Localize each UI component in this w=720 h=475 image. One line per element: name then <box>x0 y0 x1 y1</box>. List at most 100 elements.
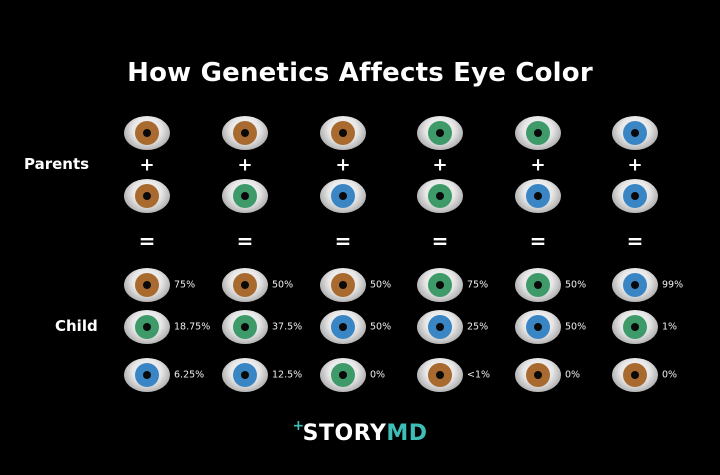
pupil <box>436 323 444 331</box>
parent-eye-blue <box>320 179 366 213</box>
pupil <box>143 129 151 137</box>
pupil <box>339 281 347 289</box>
green-iris <box>135 315 159 339</box>
blue-iris <box>135 363 159 387</box>
probability-label: 75% <box>174 279 196 291</box>
pupil <box>534 129 542 137</box>
child-eye-green <box>124 310 170 344</box>
pupil <box>143 281 151 289</box>
blue-iris <box>526 315 550 339</box>
parent-eye-green <box>417 179 463 213</box>
child-eye-green <box>515 268 561 302</box>
probability-label: <1% <box>467 369 491 381</box>
pupil <box>631 323 639 331</box>
brown-iris <box>135 121 159 145</box>
plus-sign: + <box>432 154 448 176</box>
pupil <box>241 281 249 289</box>
pupil <box>534 281 542 289</box>
pupil <box>631 192 639 200</box>
child-label: Child <box>55 317 98 335</box>
pupil <box>436 371 444 379</box>
parent-eye-blue <box>612 116 658 150</box>
equals-sign: = <box>236 229 254 253</box>
blue-iris <box>623 184 647 208</box>
parent-eye-brown <box>124 179 170 213</box>
brown-iris <box>526 363 550 387</box>
probability-label: 0% <box>370 369 386 381</box>
child-eye-green <box>417 268 463 302</box>
blue-iris <box>331 184 355 208</box>
brown-iris <box>233 121 257 145</box>
pupil <box>436 129 444 137</box>
pupil <box>143 323 151 331</box>
green-iris <box>331 363 355 387</box>
brown-iris <box>331 121 355 145</box>
probability-label: 50% <box>370 279 392 291</box>
child-eye-green <box>612 310 658 344</box>
probability-label: 50% <box>370 321 392 333</box>
pupil <box>241 129 249 137</box>
pupil <box>534 192 542 200</box>
parent-eye-green <box>515 116 561 150</box>
probability-label: 1% <box>662 321 678 333</box>
plus-sign: + <box>530 154 546 176</box>
probability-label: 18.75% <box>174 321 211 333</box>
blue-iris <box>623 121 647 145</box>
probability-label: 50% <box>272 279 294 291</box>
parent-eye-blue <box>612 179 658 213</box>
plus-sign: + <box>627 154 643 176</box>
child-eye-blue <box>515 310 561 344</box>
pupil <box>339 371 347 379</box>
equals-sign: = <box>334 229 352 253</box>
child-eye-blue <box>222 358 268 392</box>
probability-label: 0% <box>662 369 678 381</box>
pupil <box>339 129 347 137</box>
green-iris <box>428 273 452 297</box>
parent-eye-brown <box>320 116 366 150</box>
equals-sign: = <box>626 229 644 253</box>
pupil <box>143 371 151 379</box>
pupil <box>339 192 347 200</box>
parent-eye-green <box>222 179 268 213</box>
blue-iris <box>623 273 647 297</box>
brown-iris <box>135 184 159 208</box>
page-title: How Genetics Affects Eye Color <box>127 58 593 88</box>
pupil <box>534 323 542 331</box>
green-iris <box>233 184 257 208</box>
probability-label: 37.5% <box>272 321 303 333</box>
green-iris <box>526 121 550 145</box>
probability-label: 50% <box>565 279 587 291</box>
logo-story: STORY <box>302 421 387 446</box>
probability-label: 50% <box>565 321 587 333</box>
pupil <box>631 371 639 379</box>
pupil <box>143 192 151 200</box>
probability-label: 99% <box>662 279 684 291</box>
green-iris <box>233 315 257 339</box>
parent-eye-brown <box>124 116 170 150</box>
pupil <box>339 323 347 331</box>
equals-sign: = <box>138 229 156 253</box>
pupil <box>436 192 444 200</box>
plus-sign: + <box>335 154 351 176</box>
parents-label: Parents <box>24 155 90 173</box>
logo-plus: + <box>292 418 305 434</box>
blue-iris <box>233 363 257 387</box>
child-eye-brown <box>320 268 366 302</box>
green-iris <box>428 121 452 145</box>
child-eye-blue <box>320 310 366 344</box>
pupil <box>241 323 249 331</box>
probability-label: 6.25% <box>174 369 205 381</box>
blue-iris <box>526 184 550 208</box>
probability-label: 25% <box>467 321 489 333</box>
brown-iris <box>233 273 257 297</box>
brown-iris <box>428 363 452 387</box>
parent-eye-blue <box>515 179 561 213</box>
brown-iris <box>623 363 647 387</box>
logo-md: MD <box>386 421 428 446</box>
parent-eye-brown <box>222 116 268 150</box>
green-iris <box>526 273 550 297</box>
child-eye-blue <box>124 358 170 392</box>
blue-iris <box>428 315 452 339</box>
green-iris <box>428 184 452 208</box>
plus-sign: + <box>139 154 155 176</box>
